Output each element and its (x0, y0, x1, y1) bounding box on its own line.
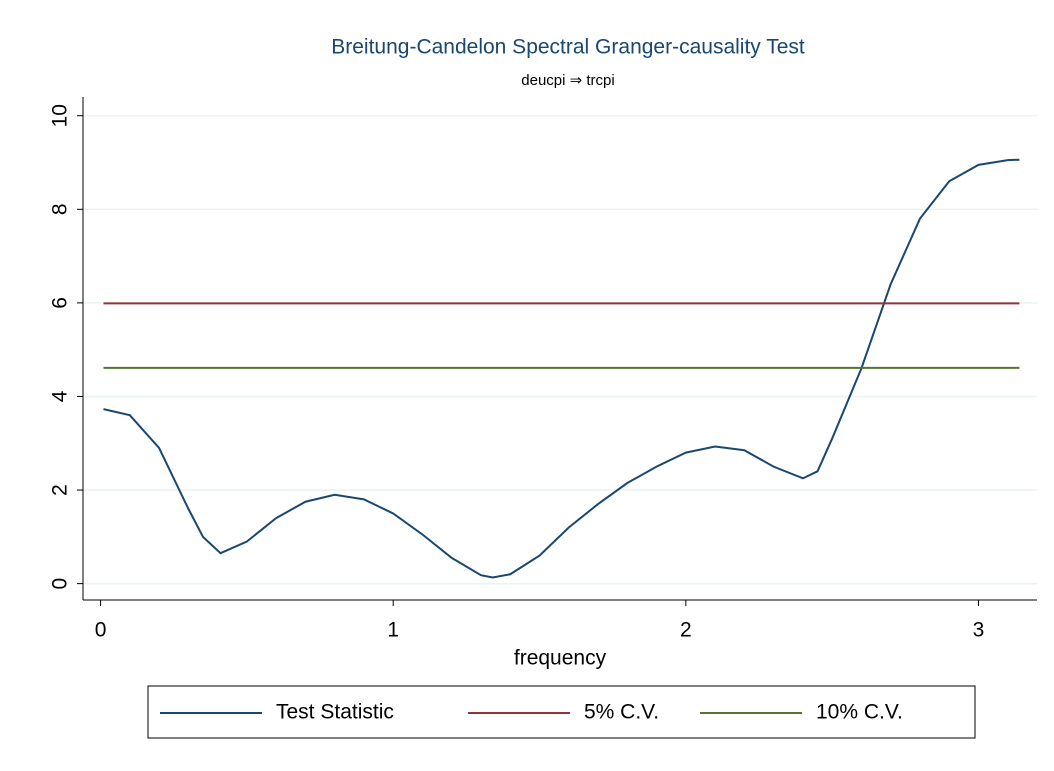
chart-subtitle: deucpi ⇒ trcpi (521, 72, 614, 89)
y-tick-label: 4 (49, 390, 72, 402)
legend-box (147, 685, 976, 739)
x-tick-label: 0 (95, 619, 107, 642)
legend-label: 5% C.V. (584, 701, 659, 724)
legend-label: Test Statistic (276, 701, 394, 724)
y-tick-label: 8 (49, 203, 72, 215)
y-tick-label: 10 (49, 104, 72, 127)
x-axis-label: frequency (514, 647, 607, 670)
y-tick-label: 0 (49, 578, 72, 590)
y-tick-label: 2 (49, 484, 72, 496)
chart-title: Breitung-Candelon Spectral Granger-causa… (331, 36, 805, 59)
x-tick-label: 2 (680, 619, 692, 642)
legend-label: 10% C.V. (816, 701, 903, 724)
x-tick-label: 1 (387, 619, 399, 642)
x-tick-label: 3 (973, 619, 985, 642)
series-line (103, 158, 1020, 579)
y-tick-label: 6 (49, 297, 72, 309)
